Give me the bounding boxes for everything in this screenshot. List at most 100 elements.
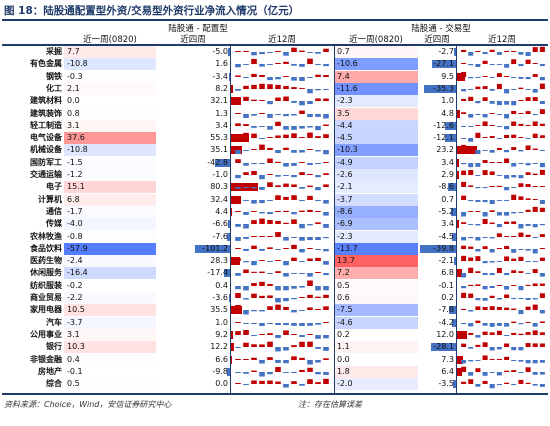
spark-bar <box>504 150 510 153</box>
spark-bar <box>315 347 321 350</box>
a-month-value: 4.4 <box>215 206 228 216</box>
spark-bar <box>299 236 305 241</box>
spark-bar <box>539 321 545 323</box>
b-month-value: 7.3 <box>441 354 454 364</box>
b-12w-sparkline <box>461 206 545 217</box>
a-week-value: 37.6 <box>64 132 156 145</box>
b-month-value: -2.1 <box>438 256 454 266</box>
spark-bar <box>235 137 241 139</box>
spark-bar <box>275 51 281 52</box>
a-12w-sparkline <box>235 269 329 277</box>
a-12w-sparkline <box>235 144 329 155</box>
spark-bar <box>307 224 313 226</box>
spark-bar <box>307 185 313 188</box>
spark-bar <box>299 110 305 114</box>
a-month-value: 35.1 <box>210 145 228 155</box>
spark-bar <box>275 334 281 338</box>
b-week-value: 13.7 <box>334 255 418 268</box>
spark-bar <box>489 248 495 253</box>
spark-bar <box>511 88 517 90</box>
table-row: 医药生物 -2.4 28.3 13.7 -2.1 <box>2 255 548 268</box>
b-12w-sparkline <box>461 320 545 327</box>
spark-bar <box>475 359 481 361</box>
spark-bar <box>299 87 305 89</box>
spark-bar <box>251 170 257 175</box>
spark-bar <box>482 261 488 264</box>
spark-bar <box>251 113 257 116</box>
b-month-bar <box>456 171 459 179</box>
spark-bar <box>259 295 265 299</box>
spark-bar <box>475 113 481 115</box>
spark-bar <box>275 271 281 274</box>
spark-bar <box>315 52 321 54</box>
spark-bar <box>259 162 265 164</box>
a-12w-sparkline <box>235 378 329 388</box>
spark-bar <box>267 52 273 53</box>
spark-bar <box>496 322 502 326</box>
b-month-bar <box>456 367 462 376</box>
spark-bar <box>243 187 249 189</box>
spark-bar <box>243 123 249 126</box>
spark-bar <box>532 121 538 126</box>
spark-bar <box>299 137 305 139</box>
spark-bar <box>251 162 257 164</box>
spark-bar <box>259 248 265 251</box>
spark-bar <box>267 158 273 163</box>
b-week-value: -11.6 <box>334 82 418 95</box>
table-row: 非银金融 0.4 6.6 0.0 7.3 <box>2 353 548 366</box>
spark-bar <box>251 380 257 385</box>
spark-bar <box>532 298 538 300</box>
spark-bar <box>283 384 289 388</box>
industry-label: 电子 <box>46 182 62 192</box>
b-week-value: -4.5 <box>334 132 418 145</box>
a-week-value: 3.1 <box>64 119 156 132</box>
spark-bar <box>251 322 257 324</box>
spark-bar <box>251 261 257 266</box>
spark-bar <box>307 322 313 326</box>
spark-bar <box>525 59 531 65</box>
spark-bar <box>235 75 241 77</box>
spark-bar <box>468 224 474 226</box>
spark-bar <box>475 199 481 202</box>
spark-bar <box>489 358 495 360</box>
a-week-value: -0.1 <box>64 365 156 378</box>
spark-bar <box>299 224 305 229</box>
spark-bar <box>291 345 297 348</box>
spark-bar <box>243 96 249 102</box>
table-row: 电子 15.1 80.3 -2.1 -8.6 <box>2 181 548 194</box>
spark-bar <box>275 231 281 237</box>
spark-bar <box>525 224 531 227</box>
spark-bar <box>323 294 329 298</box>
spark-bar <box>251 59 257 65</box>
spark-bar <box>243 172 249 176</box>
spark-bar <box>489 112 495 114</box>
spark-bar <box>532 236 538 238</box>
a-12w-sparkline <box>235 293 329 303</box>
spark-bar <box>489 273 495 276</box>
spark-bar <box>291 133 297 139</box>
spark-bar <box>511 308 517 311</box>
spark-bar <box>283 85 289 89</box>
industry-label: 家用电器 <box>30 305 62 315</box>
spark-bar <box>525 321 531 323</box>
spark-bar <box>532 47 538 53</box>
b-12w-sparkline <box>461 292 545 301</box>
b-month-value: -7.8 <box>438 305 454 315</box>
spark-bar <box>275 366 281 372</box>
b-week-value: -10.6 <box>334 58 418 71</box>
spark-bar <box>496 113 502 115</box>
spark-bar <box>259 100 265 102</box>
spark-bar <box>511 187 517 189</box>
spark-bar <box>291 162 297 166</box>
a-month-value: 9.2 <box>215 329 228 339</box>
b-12w-sparkline <box>461 71 545 80</box>
a-week-value: 0.4 <box>64 353 156 366</box>
spark-bar <box>235 321 241 323</box>
a-week-value: -0.8 <box>64 230 156 243</box>
table-row: 化工 2.1 8.2 -11.6 -35.3 <box>2 82 548 95</box>
b-week-value: 7.4 <box>334 70 418 83</box>
spark-bar <box>482 199 488 202</box>
spark-bar <box>275 248 281 250</box>
spark-bar <box>251 149 257 151</box>
a-month-bar <box>215 158 230 167</box>
